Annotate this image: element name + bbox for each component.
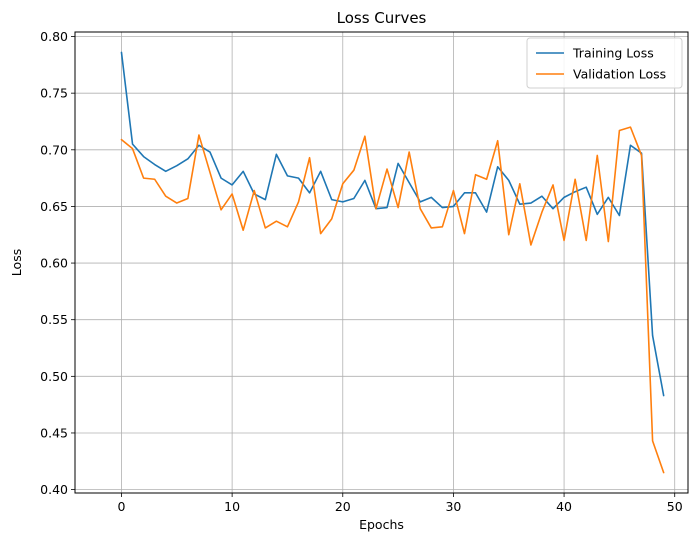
y-axis-label: Loss <box>9 249 24 276</box>
legend-label: Training Loss <box>572 46 654 61</box>
x-tick-label: 20 <box>335 499 351 514</box>
axis-ticks: 0 10 20 30 40 50 0.40 0.45 0.50 0.55 0.60 0.65 0.70 0… <box>40 29 683 514</box>
legend-box <box>526 37 683 89</box>
y-tick-label: 0.65 <box>40 199 68 214</box>
y-tick-label: 0.80 <box>40 29 68 44</box>
x-axis-label: Epochs <box>359 517 404 532</box>
x-tick-label: 30 <box>445 499 461 514</box>
series-line-training-loss <box>120 51 665 397</box>
y-tick-label: 0.55 <box>40 312 68 327</box>
series-line-validation-loss <box>120 126 665 474</box>
legend-label: Validation Loss <box>573 67 666 82</box>
x-tick-label: 10 <box>224 499 240 514</box>
legend: Training Loss Validation Loss <box>526 37 683 89</box>
y-tick-label: 0.50 <box>40 369 68 384</box>
series-lines <box>120 51 665 474</box>
x-tick-label: 0 <box>117 499 125 514</box>
y-tick-label: 0.45 <box>40 425 68 440</box>
y-tick-label: 0.60 <box>40 256 68 271</box>
y-tick-label: 0.70 <box>40 142 68 157</box>
y-tick-label: 0.40 <box>40 482 68 497</box>
x-tick-label: 40 <box>556 499 572 514</box>
x-tick-label: 50 <box>667 499 683 514</box>
chart-title: Loss Curves <box>337 9 427 27</box>
y-tick-label: 0.75 <box>40 86 68 101</box>
plot-frame <box>74 31 689 494</box>
grid <box>75 32 688 493</box>
